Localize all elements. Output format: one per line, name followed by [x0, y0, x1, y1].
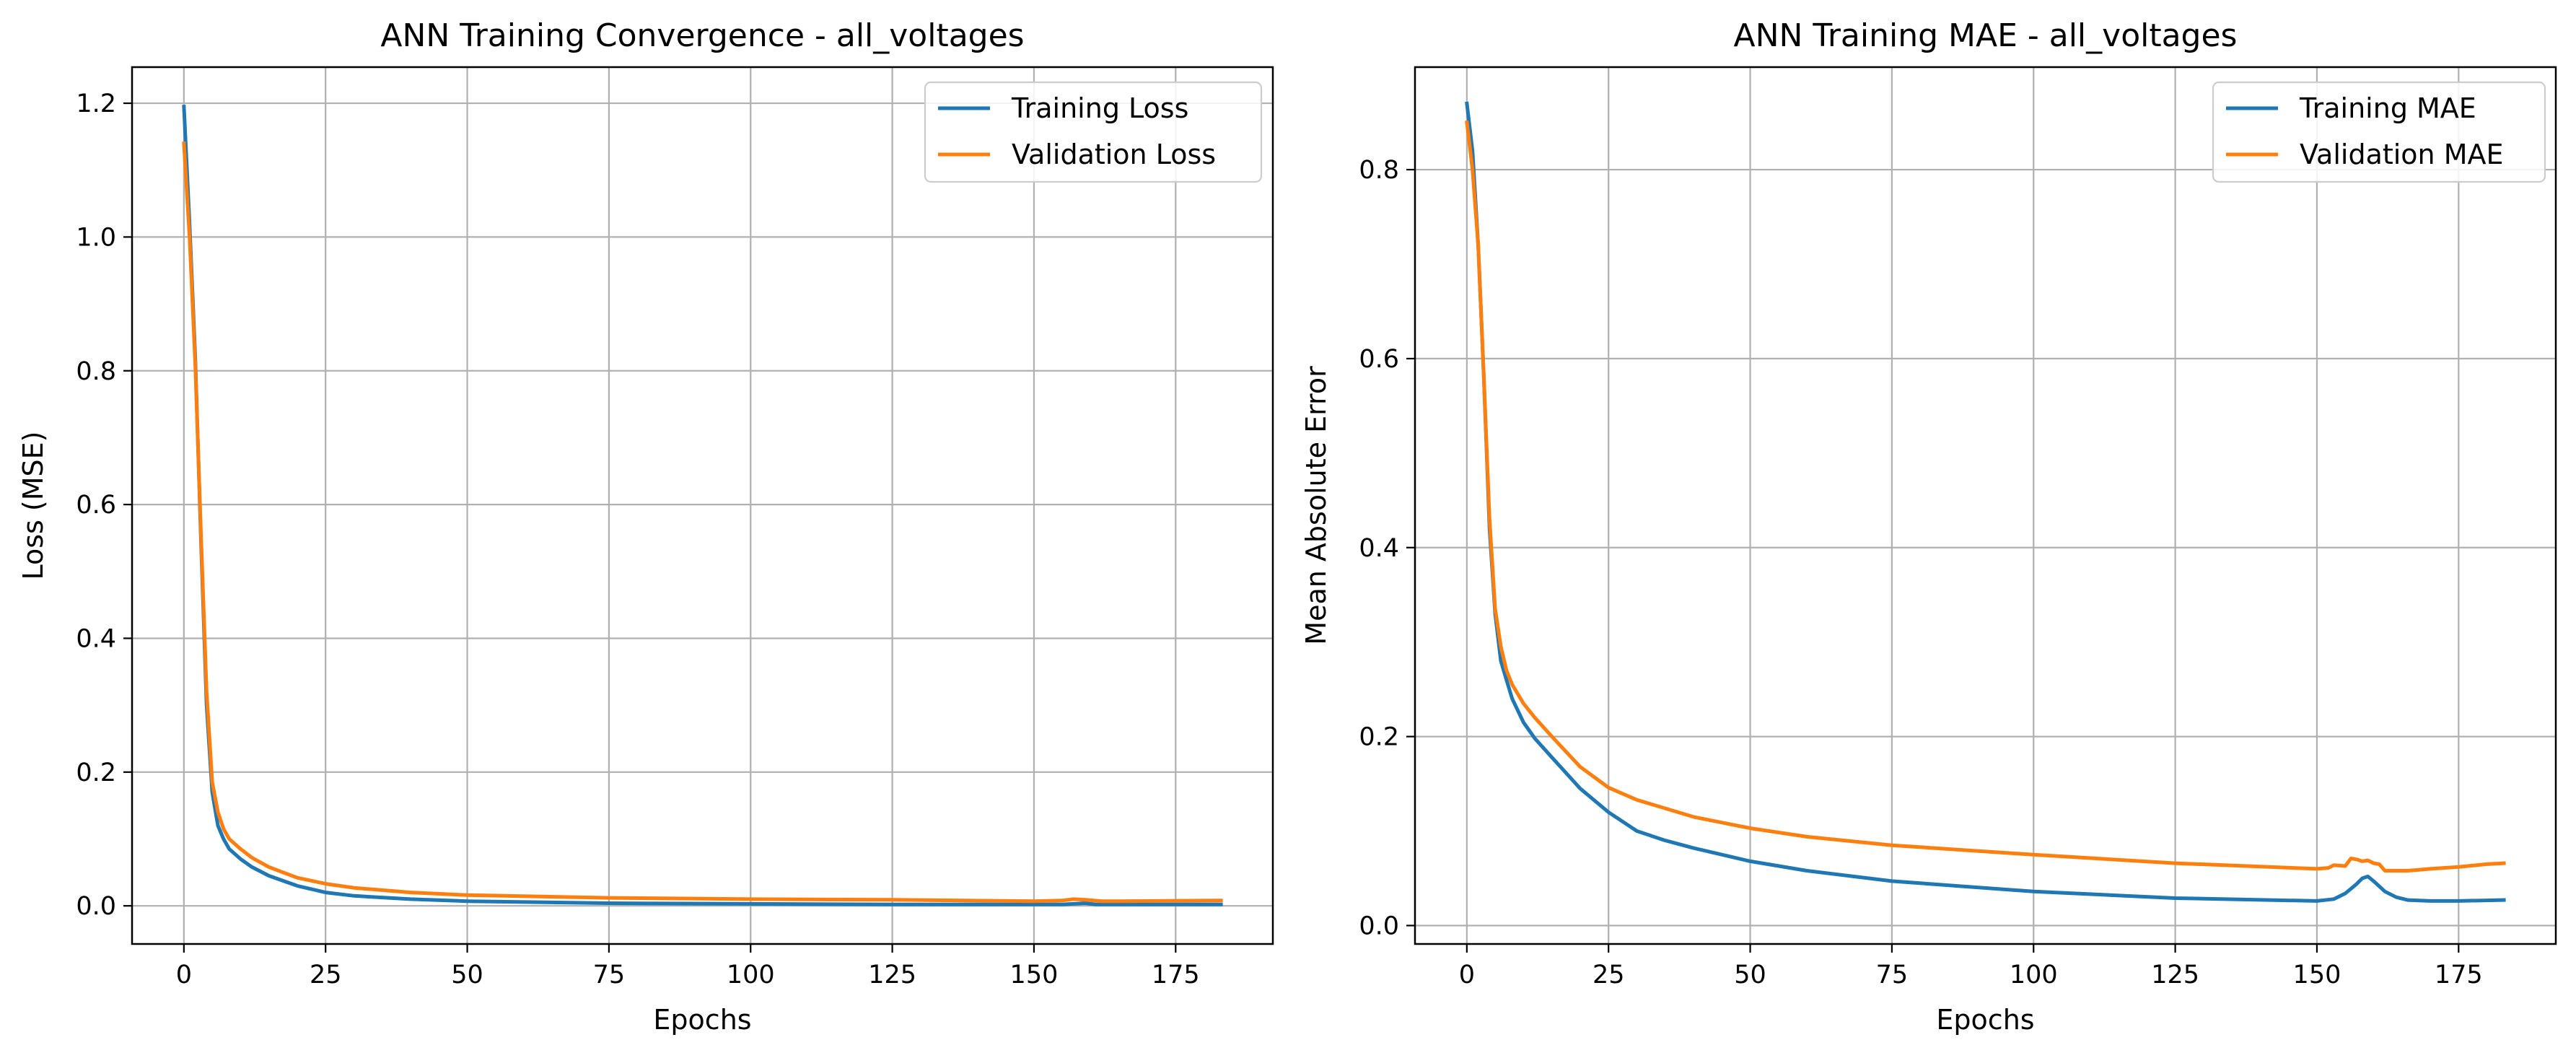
legend-label: Validation MAE: [2300, 139, 2504, 170]
legend-label: Validation Loss: [1012, 139, 1216, 170]
y-tick-label: 0.0: [1359, 911, 1399, 940]
y-tick-label: 0.8: [1359, 156, 1399, 185]
x-tick-label: 150: [2293, 961, 2341, 989]
legend-box: [924, 81, 1263, 183]
y-tick-label: 1.0: [76, 223, 116, 252]
x-axis-label: Epochs: [653, 1004, 751, 1036]
x-tick-label: 125: [868, 961, 916, 989]
mae-chart: 0 25 50 75 100 125 150 175 0.0 0.2 0.4 0.6 0.8 ANN Tr…: [1300, 17, 2557, 1036]
chart-title: ANN Training MAE - all_voltages: [1734, 17, 2238, 54]
x-tick-label: 25: [1593, 961, 1625, 989]
y-axis-label: Mean Absolute Error: [1300, 366, 1332, 645]
x-tick-label: 50: [451, 961, 483, 989]
x-tick-label: 75: [1876, 961, 1909, 989]
x-tick-label: 0: [176, 961, 192, 989]
legend-box: [2212, 81, 2546, 183]
y-axis-label: Loss (MSE): [17, 432, 49, 580]
x-tick-label: 150: [1010, 961, 1059, 989]
x-tick-label: 175: [1152, 961, 1200, 989]
x-tick-label: 50: [1734, 961, 1766, 989]
x-tick-label: 100: [2010, 961, 2058, 989]
y-tick-label: 0.2: [76, 758, 116, 787]
legend-label: Training MAE: [2299, 92, 2476, 124]
plot-frame: [1414, 66, 2557, 945]
chart-title: ANN Training Convergence - all_voltages: [380, 17, 1024, 54]
y-tick-label: 1.2: [76, 89, 116, 118]
x-tick-label: 175: [2435, 961, 2483, 989]
y-tick-label: 0.0: [76, 892, 116, 921]
legend-label: Training Loss: [1011, 92, 1188, 124]
y-tick-label: 0.2: [1359, 723, 1399, 752]
series-line-validation-loss: [182, 141, 1223, 904]
x-tick-label: 25: [310, 961, 342, 989]
x-tick-label: 0: [1459, 961, 1475, 989]
y-tick-label: 0.4: [1359, 534, 1399, 563]
plot-frame: [131, 66, 1274, 945]
y-tick-label: 0.6: [1359, 345, 1399, 374]
x-axis-label: Epochs: [1936, 1004, 2034, 1036]
x-tick-label: 100: [727, 961, 775, 989]
series-line-validation-mae: [1465, 120, 2506, 873]
loss-chart: 0 25 50 75 100 125 150 175 0.0 0.2 0.4 0.6 0.8 1.0 1.2…: [17, 17, 1274, 1036]
y-tick-label: 0.8: [76, 357, 116, 386]
x-tick-label: 125: [2151, 961, 2199, 989]
y-tick-label: 0.6: [76, 491, 116, 520]
x-tick-label: 75: [593, 961, 626, 989]
y-tick-label: 0.4: [76, 624, 116, 653]
